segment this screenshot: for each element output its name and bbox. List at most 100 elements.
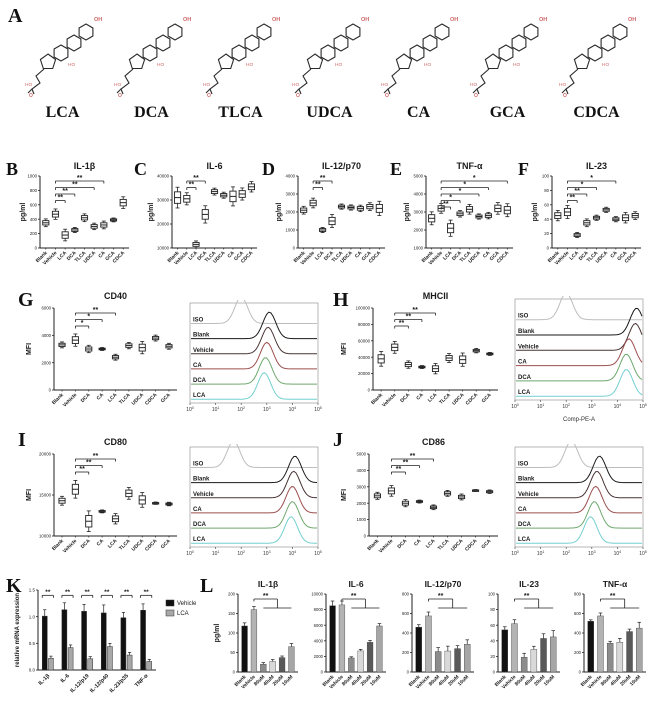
svg-text:*: * bbox=[87, 314, 90, 321]
structure-lca: OH HO HO O LCA bbox=[18, 12, 107, 122]
svg-text:102: 102 bbox=[237, 550, 245, 557]
svg-text:OH: OH bbox=[272, 17, 280, 23]
svg-text:0: 0 bbox=[321, 670, 324, 675]
svg-text:Vehicle: Vehicle bbox=[193, 348, 214, 354]
svg-text:20: 20 bbox=[544, 231, 549, 236]
svg-text:O: O bbox=[118, 93, 122, 98]
panel-e: E TNF-α pg/ml 1000 2000 3000 4000 5000 Blank Veh… bbox=[390, 158, 518, 284]
svg-text:100: 100 bbox=[186, 406, 194, 413]
structure-name: GCA bbox=[489, 104, 526, 121]
chart-mrna-bars: relative mRNA expression 0.0 0.5 1.0 1.5 ** IL… bbox=[12, 580, 204, 706]
svg-text:CA: CA bbox=[518, 360, 527, 366]
svg-text:800: 800 bbox=[402, 592, 410, 597]
svg-text:400: 400 bbox=[402, 631, 410, 636]
svg-text:10uM: 10uM bbox=[457, 674, 470, 687]
svg-text:DCA: DCA bbox=[193, 522, 207, 528]
chart-mhcii-flow: ISO Blank Vehicle CA DCA LCA 100 101 102 103 104 10… bbox=[507, 296, 647, 424]
svg-text:**: ** bbox=[124, 589, 130, 596]
svg-text:400: 400 bbox=[574, 631, 582, 636]
svg-text:IL-12/p19: IL-12/p19 bbox=[69, 673, 90, 694]
svg-text:Vehicle: Vehicle bbox=[381, 392, 398, 409]
svg-text:IL-23/p35: IL-23/p35 bbox=[109, 673, 130, 694]
svg-text:20: 20 bbox=[490, 654, 495, 659]
svg-text:*: * bbox=[463, 182, 466, 189]
svg-text:80: 80 bbox=[490, 607, 495, 612]
svg-text:pg/ml: pg/ml bbox=[148, 203, 155, 222]
svg-text:Blank: Blank bbox=[518, 477, 535, 483]
svg-text:150: 150 bbox=[228, 611, 236, 616]
svg-text:CD40: CD40 bbox=[104, 291, 127, 301]
panel-g: G CD40 MFI 0 2000 4000 6000 Blank Vehicle DCA CA L… bbox=[10, 288, 325, 428]
svg-text:20000: 20000 bbox=[39, 452, 52, 457]
svg-text:1000: 1000 bbox=[27, 174, 37, 179]
svg-text:**: ** bbox=[189, 182, 195, 189]
svg-text:DCA: DCA bbox=[80, 538, 92, 550]
svg-text:LCA: LCA bbox=[193, 393, 206, 399]
svg-text:**: ** bbox=[193, 175, 199, 182]
svg-text:CDCA: CDCA bbox=[464, 538, 479, 553]
svg-text:100: 100 bbox=[488, 592, 496, 597]
svg-text:O: O bbox=[474, 93, 478, 98]
panel-a-letter: A bbox=[8, 5, 23, 27]
svg-text:OH: OH bbox=[539, 17, 547, 23]
svg-text:**: ** bbox=[610, 593, 616, 600]
svg-text:HO: HO bbox=[157, 62, 164, 68]
svg-text:LCA: LCA bbox=[107, 538, 119, 550]
svg-text:pg/ml: pg/ml bbox=[404, 203, 411, 222]
svg-text:101: 101 bbox=[537, 403, 545, 410]
chart-cd40-box: CD40 MFI 0 2000 4000 6000 Blank Vehicle DCA CA LCA… bbox=[24, 290, 182, 426]
svg-text:60: 60 bbox=[544, 202, 549, 207]
svg-text:2000: 2000 bbox=[356, 501, 366, 506]
svg-text:40000: 40000 bbox=[358, 355, 371, 360]
svg-text:O: O bbox=[385, 93, 389, 98]
molecule-drawing: OH HO HO O bbox=[559, 17, 636, 98]
svg-text:103: 103 bbox=[263, 406, 271, 413]
panel-d: D IL-12/p70 pg/ml 0 1000 2000 3000 4000 Blank Ve… bbox=[262, 158, 390, 284]
svg-text:10000: 10000 bbox=[39, 534, 52, 539]
svg-text:**: ** bbox=[58, 195, 64, 202]
svg-text:3000: 3000 bbox=[413, 210, 423, 215]
svg-text:LCA: LCA bbox=[187, 250, 199, 262]
svg-text:60000: 60000 bbox=[358, 338, 371, 343]
svg-text:MFI: MFI bbox=[341, 343, 348, 355]
svg-text:CA: CA bbox=[193, 363, 202, 369]
svg-text:TNF-α: TNF-α bbox=[134, 673, 150, 689]
svg-text:GCA: GCA bbox=[160, 392, 172, 404]
svg-text:GCA: GCA bbox=[481, 392, 493, 404]
svg-text:O: O bbox=[296, 93, 300, 98]
svg-text:80: 80 bbox=[544, 188, 549, 193]
svg-text:102: 102 bbox=[562, 403, 570, 410]
chart-l-il23: IL-23 0 20 40 60 80 100 Blank Vehicle 80uM 40uM 20u… bbox=[478, 578, 564, 704]
chart-l-il1b: IL-1β pg/ml 0 50 100 150 200 Blank Vehicle 80uM 40… bbox=[212, 578, 302, 704]
structure-gca: OH HO HO O GCA bbox=[463, 12, 552, 122]
svg-text:GCA: GCA bbox=[160, 538, 172, 550]
svg-text:CA: CA bbox=[415, 392, 425, 402]
svg-text:LCA: LCA bbox=[518, 390, 531, 396]
svg-text:HO: HO bbox=[25, 82, 32, 88]
svg-text:CA: CA bbox=[193, 507, 202, 513]
svg-text:**: ** bbox=[406, 314, 412, 321]
svg-text:HO: HO bbox=[381, 82, 388, 88]
svg-text:LCA: LCA bbox=[569, 250, 581, 262]
svg-text:1000: 1000 bbox=[413, 246, 423, 251]
svg-text:Blank: Blank bbox=[193, 477, 210, 483]
svg-text:1.5: 1.5 bbox=[29, 588, 36, 593]
svg-text:CA: CA bbox=[482, 250, 492, 260]
panel-e-letter: E bbox=[390, 159, 403, 179]
svg-text:UDCA: UDCA bbox=[450, 538, 465, 553]
svg-text:O: O bbox=[563, 93, 567, 98]
svg-text:LCA: LCA bbox=[442, 250, 454, 262]
svg-text:200: 200 bbox=[228, 592, 236, 597]
svg-text:**: ** bbox=[65, 589, 71, 596]
svg-text:Vehicle: Vehicle bbox=[518, 344, 539, 350]
svg-text:**: ** bbox=[79, 466, 85, 473]
svg-text:100: 100 bbox=[511, 403, 519, 410]
svg-text:2000: 2000 bbox=[314, 654, 324, 659]
svg-text:CA: CA bbox=[97, 250, 107, 260]
svg-text:UDCA: UDCA bbox=[131, 392, 146, 407]
svg-text:LCA: LCA bbox=[177, 611, 189, 617]
svg-text:GCA: GCA bbox=[480, 538, 492, 550]
svg-text:**: ** bbox=[85, 589, 91, 596]
svg-text:200: 200 bbox=[574, 650, 582, 655]
svg-text:0: 0 bbox=[35, 246, 38, 251]
